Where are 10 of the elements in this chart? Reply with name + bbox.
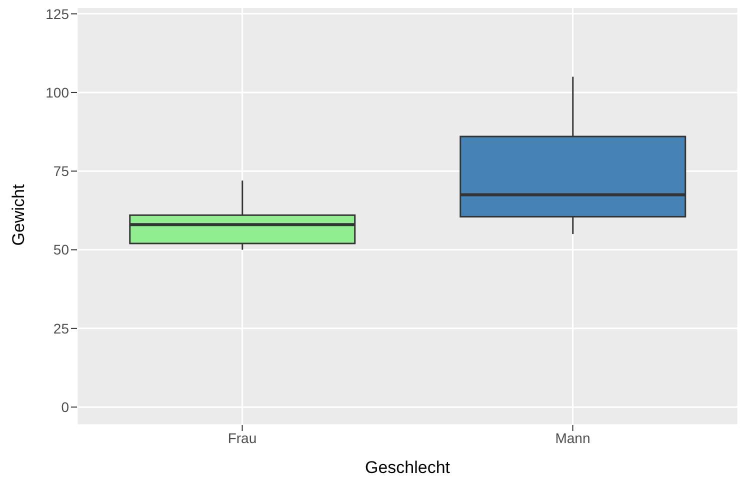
x-axis-title: Geschlecht bbox=[364, 458, 450, 477]
y-tick-label: 0 bbox=[61, 399, 70, 416]
x-tick-label: Mann bbox=[555, 430, 590, 446]
y-tick-label: 125 bbox=[46, 6, 70, 22]
y-tick-label: 100 bbox=[46, 84, 70, 100]
y-tick-label: 75 bbox=[53, 163, 70, 180]
y-tick-label: 50 bbox=[53, 242, 70, 258]
y-axis-title: Gewicht bbox=[9, 184, 28, 246]
x-tick-label: Frau bbox=[228, 430, 257, 446]
y-tick-label: 25 bbox=[53, 320, 70, 336]
